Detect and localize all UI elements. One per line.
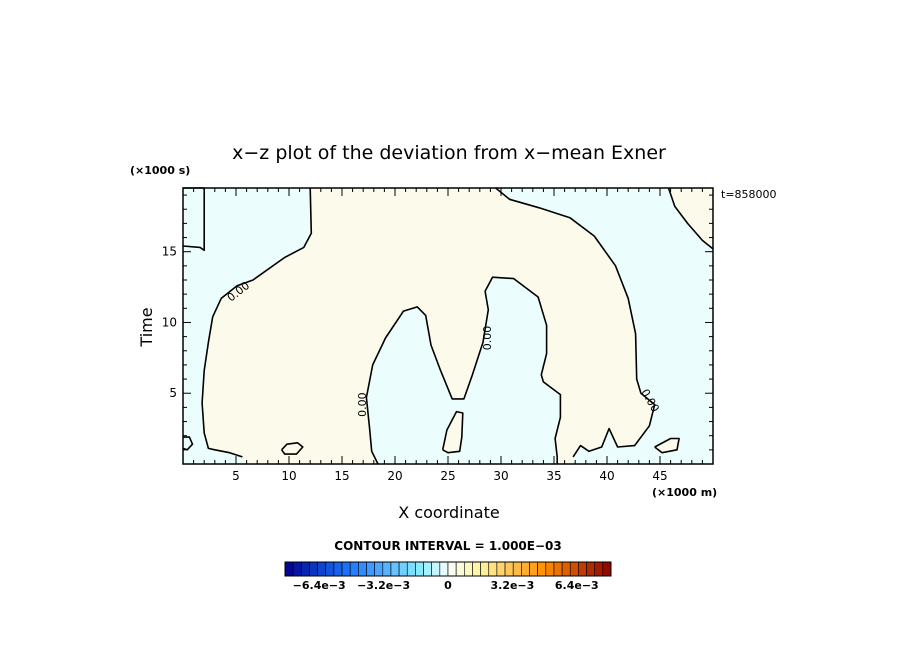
colorbar-bin bbox=[439, 561, 449, 577]
x-tick-labels: 5 10 15 20 25 30 35 40 45 bbox=[232, 469, 667, 483]
axis-ticks bbox=[183, 188, 713, 464]
colorbar-bin bbox=[496, 561, 506, 577]
time-label: t=858000 bbox=[721, 188, 777, 201]
contour-interval-text: CONTOUR INTERVAL = 1.000E−03 bbox=[334, 539, 561, 553]
colorbar-bin bbox=[390, 561, 400, 577]
x-tick-label: 15 bbox=[334, 469, 349, 483]
colorbar-bin bbox=[480, 561, 490, 577]
x-unit-label: (×1000 m) bbox=[652, 486, 717, 499]
contour-top-right-region bbox=[667, 187, 714, 250]
colorbar bbox=[284, 561, 612, 577]
negative-fill-center bbox=[366, 277, 561, 464]
bottom-right-blob-fill bbox=[654, 438, 680, 453]
colorbar-bin bbox=[382, 561, 392, 577]
colorbar-frame bbox=[284, 561, 612, 577]
y-unit-label: (×1000 s) bbox=[130, 164, 190, 177]
colorbar-bin bbox=[463, 561, 473, 577]
colorbar-bin bbox=[586, 561, 595, 577]
colorbar-bin bbox=[300, 561, 310, 577]
x-tick-label: 5 bbox=[232, 469, 240, 483]
colorbar-bin bbox=[317, 561, 327, 577]
colorbar-bin bbox=[423, 561, 432, 577]
x-axis-label: X coordinate bbox=[398, 503, 499, 522]
contour-center-bottom-blob bbox=[441, 410, 464, 454]
x-tick-label: 10 bbox=[281, 469, 296, 483]
contour-bottom-small-blob bbox=[280, 441, 304, 455]
x-tick-label: 20 bbox=[387, 469, 402, 483]
center-bottom-blob-fill bbox=[442, 411, 463, 453]
y-tick-label: 15 bbox=[162, 245, 177, 259]
x-tick-label: 25 bbox=[440, 469, 455, 483]
plot-area: 0.000.000.000.00 bbox=[182, 187, 714, 465]
positive-fill-top-right bbox=[668, 188, 713, 249]
colorbar-bin bbox=[292, 561, 302, 577]
colorbar-bin bbox=[366, 561, 375, 577]
contour-right-arc bbox=[495, 187, 656, 458]
contour-main-left-boundary bbox=[201, 187, 313, 458]
colorbar-bin bbox=[406, 561, 416, 577]
y-tick-label: 10 bbox=[162, 315, 177, 329]
colorbar-label: −6.4e−3 bbox=[293, 579, 346, 592]
contour-bottom-right-blob bbox=[654, 437, 680, 454]
colorbar-bin bbox=[569, 561, 579, 577]
colorbar-bin bbox=[374, 561, 384, 577]
colorbar-bin bbox=[349, 561, 359, 577]
y-tick-labels: 5 10 15 bbox=[162, 245, 177, 401]
colorbar-bin bbox=[553, 561, 563, 577]
colorbar-bin bbox=[325, 561, 335, 577]
colorbar-bin bbox=[284, 561, 294, 577]
colorbar-bin bbox=[488, 561, 498, 577]
colorbar-bin bbox=[415, 561, 424, 577]
colorbar-bin bbox=[594, 561, 604, 577]
colorbar-bin bbox=[472, 561, 481, 577]
colorbar-bin bbox=[537, 561, 547, 577]
x-tick-label: 40 bbox=[599, 469, 614, 483]
colorbar-bin bbox=[333, 561, 343, 577]
colorbar-bin bbox=[521, 561, 530, 577]
colorbar-bin bbox=[545, 561, 555, 577]
colorbar-bin bbox=[529, 561, 538, 577]
colorbar-bin bbox=[309, 561, 318, 577]
colorbar-label: 0 bbox=[444, 579, 452, 592]
colorbar-labels: −6.4e−3 −3.2e−3 0 3.2e−3 6.4e−3 bbox=[293, 579, 599, 592]
colorbar-bin bbox=[602, 561, 612, 577]
colorbar-label: 3.2e−3 bbox=[490, 579, 534, 592]
contour-label-1: 0.00 bbox=[356, 392, 369, 417]
contour-bottom-left-blob bbox=[182, 436, 194, 451]
contour-center-left-lobe bbox=[365, 276, 562, 465]
colorbar-bin bbox=[398, 561, 408, 577]
colorbar-bin bbox=[578, 561, 587, 577]
colorbar-bin bbox=[455, 561, 465, 577]
colorbar-bin bbox=[504, 561, 514, 577]
colorbar-label: 6.4e−3 bbox=[555, 579, 599, 592]
colorbar-bin bbox=[512, 561, 522, 577]
y-axis-label: Time bbox=[137, 307, 156, 347]
colorbar-bin bbox=[447, 561, 457, 577]
contour-label-2: 0.00 bbox=[481, 326, 494, 351]
chart-title: x−z plot of the deviation from x−mean Ex… bbox=[232, 142, 666, 164]
x-tick-label: 35 bbox=[546, 469, 561, 483]
colorbar-bin bbox=[561, 561, 571, 577]
colorbar-bin bbox=[431, 561, 441, 577]
colorbar-bin bbox=[358, 561, 367, 577]
colorbar-label: −3.2e−3 bbox=[357, 579, 410, 592]
colorbar-bin bbox=[341, 561, 351, 577]
x-tick-label: 45 bbox=[652, 469, 667, 483]
x-tick-label: 30 bbox=[493, 469, 508, 483]
y-tick-label: 5 bbox=[169, 386, 177, 400]
